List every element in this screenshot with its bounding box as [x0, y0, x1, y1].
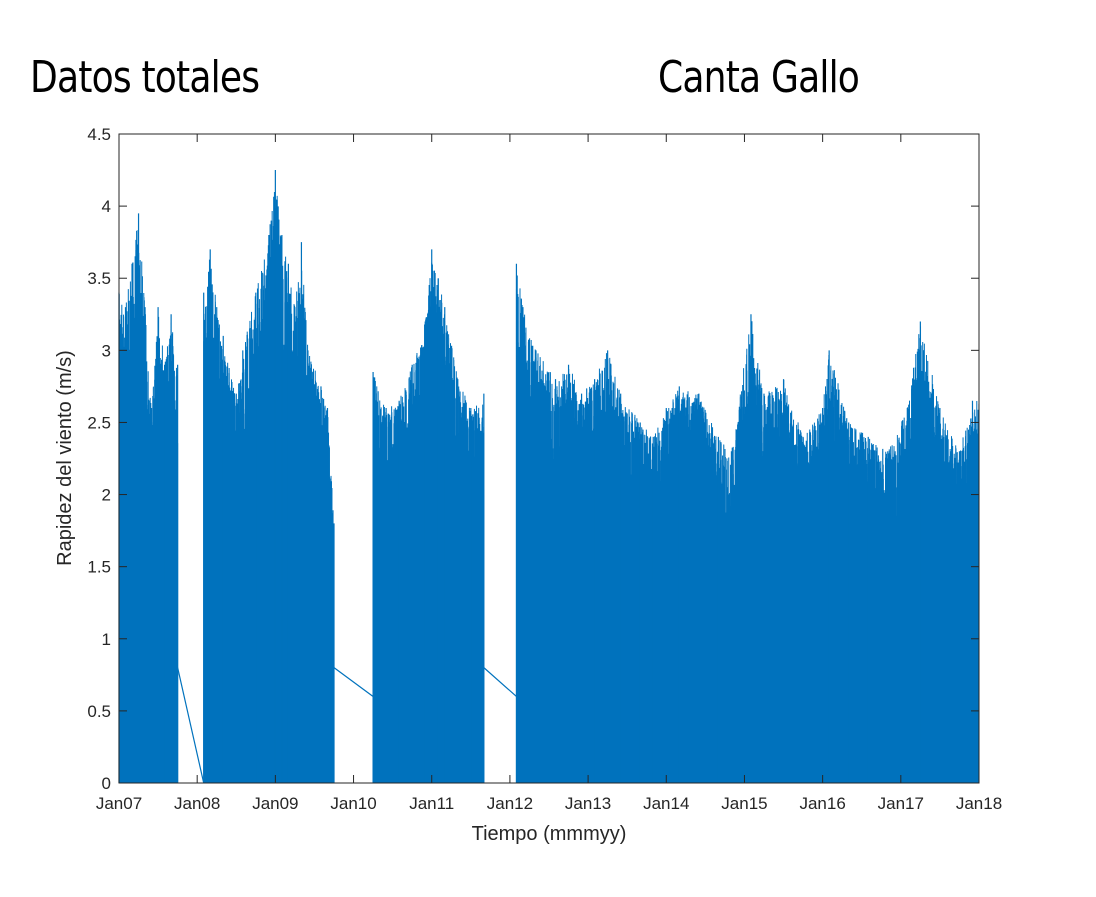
chart-title-right: Canta Gallo: [658, 52, 860, 103]
y-tick-label: 2: [102, 486, 111, 505]
y-tick-label: 2.5: [87, 413, 111, 432]
x-tick-label: Jan07: [96, 794, 142, 813]
x-tick-label: Jan11: [409, 794, 454, 813]
axes-box: [118, 133, 980, 784]
chart-title-left: Datos totales: [30, 52, 260, 103]
x-tick-label: Jan08: [174, 794, 220, 813]
x-tick-label: Jan15: [721, 794, 767, 813]
y-tick-label: 3: [102, 341, 111, 360]
x-tick-label: Jan16: [799, 794, 845, 813]
axes-layer: Jan07 Jan08 Jan09 Jan10 Jan11 Jan12 Jan13 Jan14…: [87, 125, 1002, 813]
y-tick-label: 4.5: [87, 125, 111, 144]
gap-connector-1: [333, 667, 374, 697]
y-tick-label: 0.5: [87, 702, 111, 721]
y-tick-label: 1.5: [87, 558, 111, 577]
x-axis-label: Tiempo (mmmyy): [472, 823, 627, 845]
y-tick-label: 0: [102, 774, 111, 793]
x-tick-label: Jan14: [643, 794, 689, 813]
x-tick-label: Jan12: [487, 794, 533, 813]
y-tick-label: 1: [102, 630, 111, 649]
x-tick-label: Jan17: [878, 794, 924, 813]
x-tick-label: Jan18: [956, 794, 1002, 813]
gap-connector-2: [483, 667, 517, 697]
y-tick-label: 3.5: [87, 269, 111, 288]
x-tick-label: Jan09: [252, 794, 298, 813]
y-axis-label: Rapidez del viento (m/s): [54, 350, 76, 566]
x-tick-label: Jan10: [330, 794, 376, 813]
gap-connector-0: [177, 667, 205, 784]
series-layer: [118, 170, 980, 784]
x-tick-label: Jan13: [565, 794, 611, 813]
y-tick-label: 4: [102, 197, 111, 216]
